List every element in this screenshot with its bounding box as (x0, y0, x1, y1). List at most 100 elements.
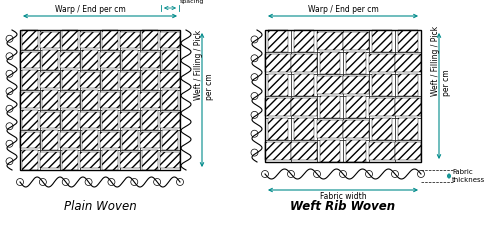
Bar (120, 152, 140, 168)
Bar (82, 90, 98, 110)
Bar (160, 50, 180, 70)
Bar (162, 90, 178, 110)
Bar (60, 30, 80, 50)
Text: Warp yarn
spacing: Warp yarn spacing (180, 0, 212, 4)
Bar (20, 130, 40, 150)
Bar (343, 52, 369, 74)
Bar (60, 150, 80, 170)
Bar (40, 130, 60, 150)
Bar (82, 50, 98, 70)
Bar (142, 150, 158, 170)
Bar (317, 140, 343, 162)
Bar (395, 74, 421, 96)
Bar (320, 96, 340, 118)
Bar (102, 70, 118, 90)
Bar (268, 118, 288, 140)
Bar (291, 74, 317, 96)
Bar (160, 72, 180, 88)
Bar (40, 110, 60, 130)
Bar (102, 30, 118, 50)
Bar (343, 96, 369, 118)
Bar (80, 30, 100, 50)
Bar (372, 74, 392, 96)
Bar (100, 130, 120, 150)
Bar (265, 96, 291, 118)
Bar (268, 74, 288, 96)
Bar (40, 70, 60, 90)
Bar (22, 150, 38, 170)
Bar (160, 110, 180, 130)
Bar (120, 90, 140, 110)
Bar (343, 120, 369, 138)
Bar (369, 142, 395, 160)
Bar (100, 50, 120, 70)
Text: Warp / End per cm: Warp / End per cm (54, 5, 126, 14)
Bar (317, 120, 343, 138)
Bar (80, 152, 100, 168)
Bar (369, 52, 395, 74)
Bar (80, 150, 100, 170)
Bar (62, 70, 78, 90)
Bar (60, 90, 80, 110)
Bar (80, 90, 100, 110)
Bar (102, 110, 118, 130)
Bar (160, 30, 180, 50)
Bar (369, 74, 395, 96)
Text: Fabric width: Fabric width (320, 192, 366, 201)
Bar (80, 50, 100, 70)
Bar (395, 118, 421, 140)
Bar (291, 142, 317, 160)
Bar (20, 52, 40, 68)
Bar (142, 110, 158, 130)
Bar (369, 54, 395, 72)
Bar (265, 74, 291, 96)
Bar (265, 98, 291, 116)
Bar (291, 52, 317, 74)
Bar (120, 30, 140, 50)
Bar (160, 112, 180, 128)
Bar (265, 54, 291, 72)
Bar (395, 54, 421, 72)
Bar (100, 70, 120, 90)
Bar (317, 96, 343, 118)
Bar (82, 130, 98, 150)
Bar (142, 30, 158, 50)
Bar (268, 30, 288, 52)
Bar (317, 118, 343, 140)
Bar (265, 142, 291, 160)
Bar (80, 32, 100, 48)
Bar (317, 52, 343, 74)
Bar (265, 52, 291, 74)
Bar (80, 130, 100, 150)
Bar (160, 90, 180, 110)
Bar (369, 118, 395, 140)
Bar (294, 74, 314, 96)
Bar (398, 118, 418, 140)
Bar (140, 132, 160, 148)
Bar (22, 70, 38, 90)
Bar (343, 30, 369, 52)
Bar (265, 118, 291, 140)
Bar (122, 90, 138, 110)
Bar (140, 110, 160, 130)
Bar (160, 150, 180, 170)
Bar (398, 74, 418, 96)
Bar (343, 118, 369, 140)
Bar (20, 90, 40, 110)
Text: Weft / Filling / Pick
per cm: Weft / Filling / Pick per cm (194, 30, 214, 100)
Bar (343, 74, 369, 96)
Text: Weft / Filling / Pick
per cm: Weft / Filling / Pick per cm (432, 26, 450, 96)
Bar (120, 130, 140, 150)
Bar (398, 30, 418, 52)
Bar (395, 140, 421, 162)
Bar (372, 30, 392, 52)
Bar (42, 90, 58, 110)
Bar (346, 140, 366, 162)
Bar (291, 54, 317, 72)
Bar (60, 110, 80, 130)
Bar (40, 90, 60, 110)
Bar (60, 92, 80, 108)
Bar (100, 30, 120, 50)
Bar (317, 76, 343, 94)
Bar (100, 92, 120, 108)
